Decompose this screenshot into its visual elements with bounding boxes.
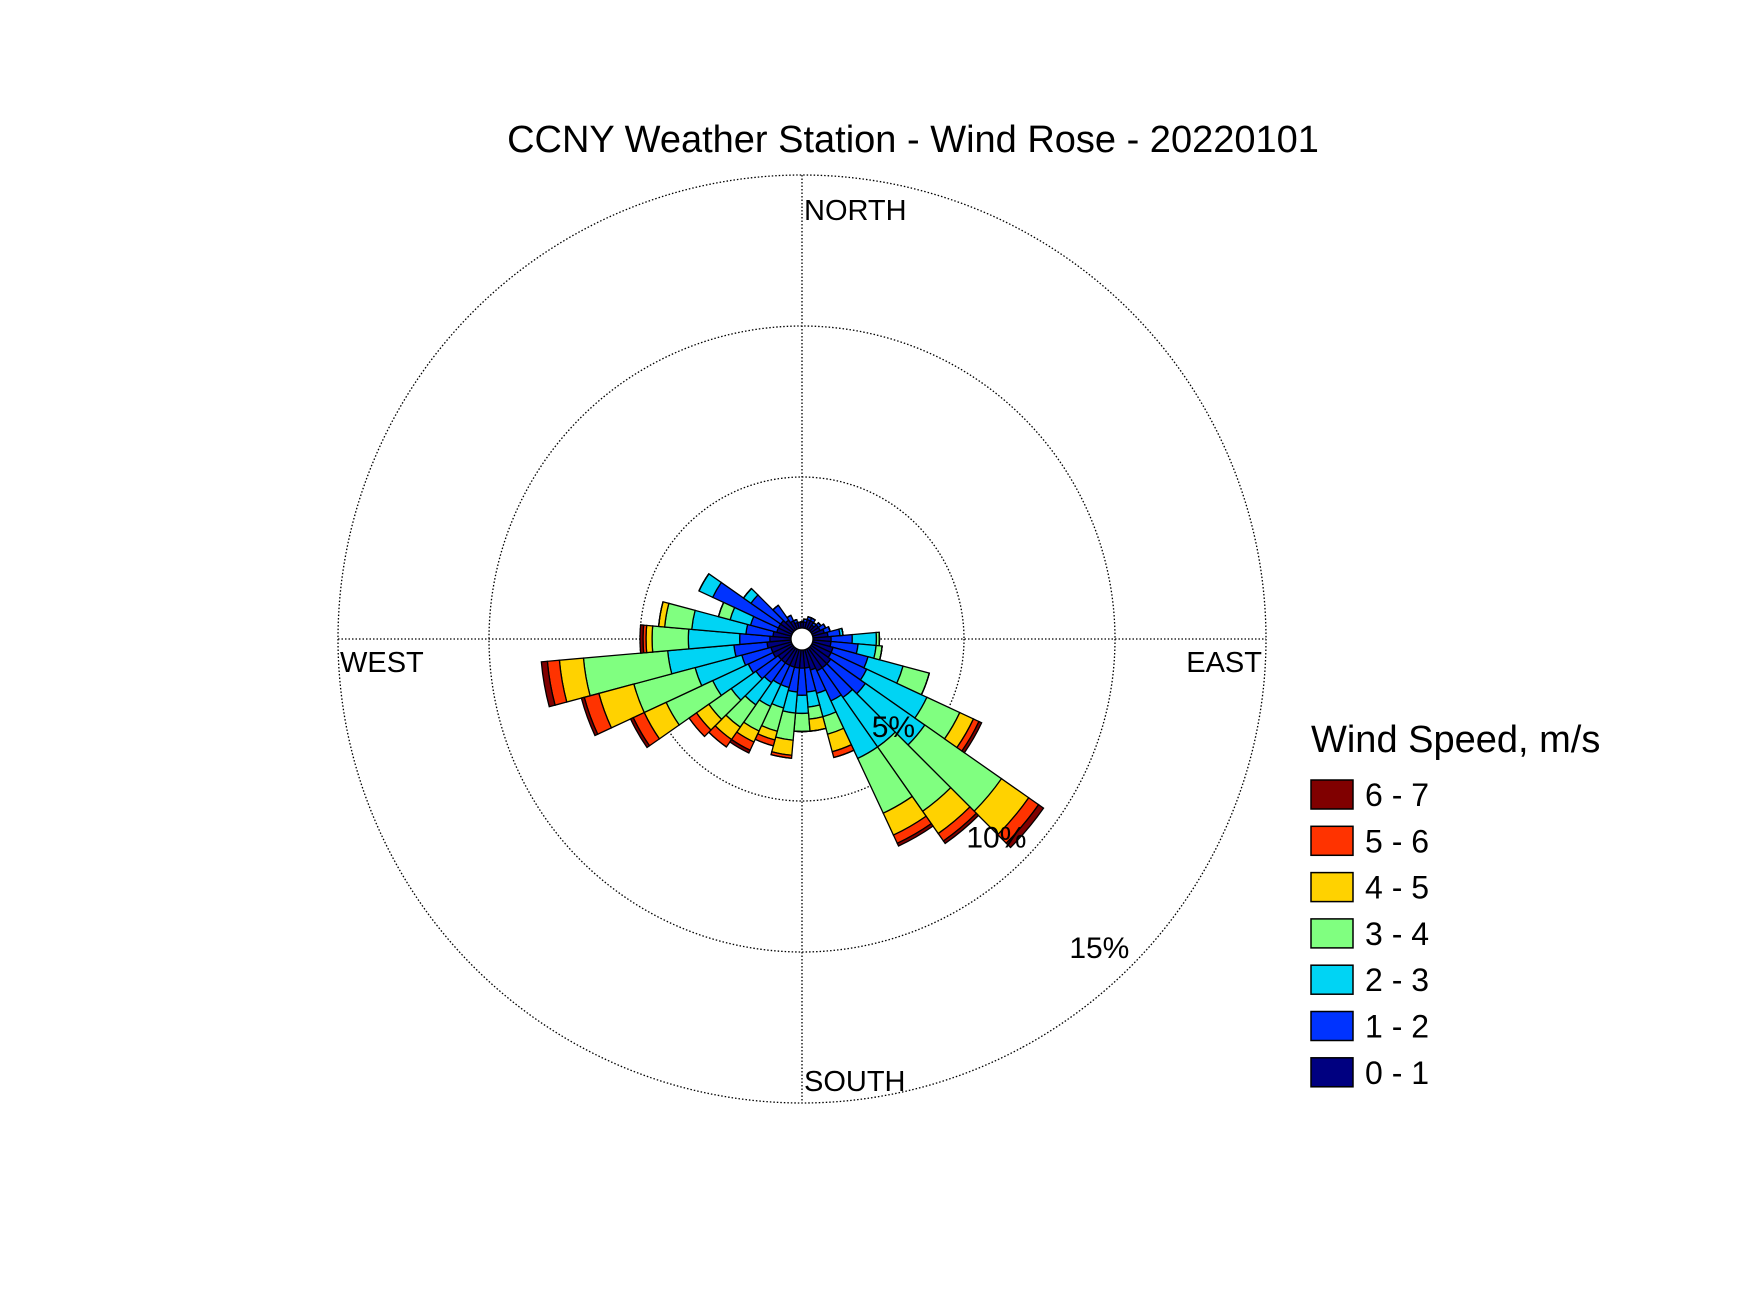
wedge xyxy=(807,616,813,619)
legend-swatch xyxy=(1310,1057,1354,1088)
wedge xyxy=(580,696,599,737)
legend-swatch xyxy=(1310,918,1354,949)
wedge xyxy=(961,720,983,754)
center-hole xyxy=(790,627,814,651)
wedge xyxy=(639,624,645,654)
legend-swatch xyxy=(1310,1010,1354,1042)
wedge xyxy=(813,622,817,626)
wedge xyxy=(698,573,710,592)
direction-label: EAST xyxy=(1186,647,1262,679)
legend-swatch xyxy=(1310,825,1354,857)
legend-swatch xyxy=(1310,964,1354,995)
legend-label: 6 - 7 xyxy=(1365,777,1429,813)
wedge xyxy=(629,716,651,749)
direction-label: WEST xyxy=(340,647,424,679)
legend-label: 2 - 3 xyxy=(1365,962,1429,998)
legend-label: 0 - 1 xyxy=(1365,1055,1429,1091)
legend-label: 4 - 5 xyxy=(1365,870,1429,906)
wedge xyxy=(827,626,831,632)
wedge xyxy=(742,588,752,599)
wedge xyxy=(688,717,705,737)
wedge xyxy=(717,602,725,617)
wedge xyxy=(1005,803,1045,849)
wedge xyxy=(841,628,844,636)
wedge xyxy=(797,621,801,624)
chart-title: CCNY Weather Station - Wind Rose - 20220… xyxy=(507,119,1319,161)
legend-label: 3 - 4 xyxy=(1365,916,1429,952)
wedge xyxy=(645,624,654,654)
r-tick-label: 10% xyxy=(966,821,1026,854)
wedge xyxy=(708,731,727,748)
direction-label: SOUTH xyxy=(804,1066,906,1098)
wedge xyxy=(811,617,816,621)
wedge xyxy=(728,738,751,754)
wedge xyxy=(851,631,878,647)
wedge xyxy=(540,660,556,708)
wedge xyxy=(942,812,980,845)
wedge xyxy=(793,618,797,622)
legend-swatch xyxy=(1310,871,1354,903)
wedge xyxy=(793,712,811,733)
legend-swatch xyxy=(1310,779,1354,810)
wedge xyxy=(651,625,690,653)
legend-label: 5 - 6 xyxy=(1365,823,1429,859)
legend-title: Wind Speed, m/s xyxy=(1311,719,1600,761)
direction-label: NORTH xyxy=(804,195,907,227)
r-tick-label: 15% xyxy=(1069,932,1129,965)
r-tick-label: 5% xyxy=(872,711,915,744)
wedge xyxy=(896,822,934,847)
legend-label: 1 - 2 xyxy=(1365,1009,1429,1045)
wedge xyxy=(803,618,808,621)
wedges xyxy=(540,572,1045,849)
